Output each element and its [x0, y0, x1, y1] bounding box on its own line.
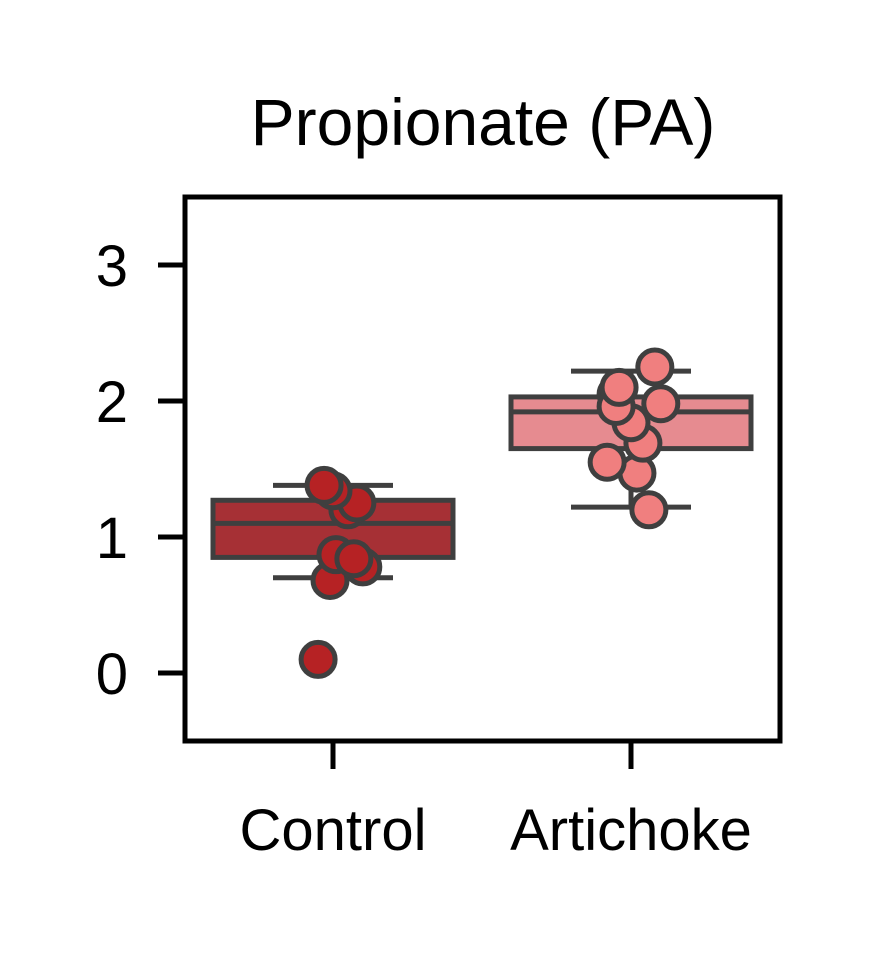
- data-point: [334, 539, 374, 579]
- box-group-artichoke: [508, 347, 754, 530]
- data-point: [641, 384, 681, 424]
- box-group-control: [210, 465, 456, 679]
- data-point: [629, 490, 669, 530]
- axis-layer: 0 1 2 3 Control Artichoke: [96, 234, 752, 863]
- data-point: [635, 347, 675, 387]
- data-point: [298, 639, 338, 679]
- y-tick-label: 2: [96, 370, 128, 435]
- y-tick-label: 0: [96, 642, 128, 707]
- chart-title: Propionate (PA): [251, 85, 716, 159]
- data-point: [587, 442, 627, 482]
- plot-data-layer: [210, 347, 754, 679]
- x-tick-label-control: Control: [240, 798, 427, 863]
- x-tick-label-artichoke: Artichoke: [510, 798, 752, 863]
- plot-frame: [182, 194, 783, 744]
- y-tick-label: 1: [96, 506, 128, 571]
- data-point: [304, 465, 344, 505]
- data-point: [599, 367, 639, 407]
- y-tick-label: 3: [96, 234, 128, 299]
